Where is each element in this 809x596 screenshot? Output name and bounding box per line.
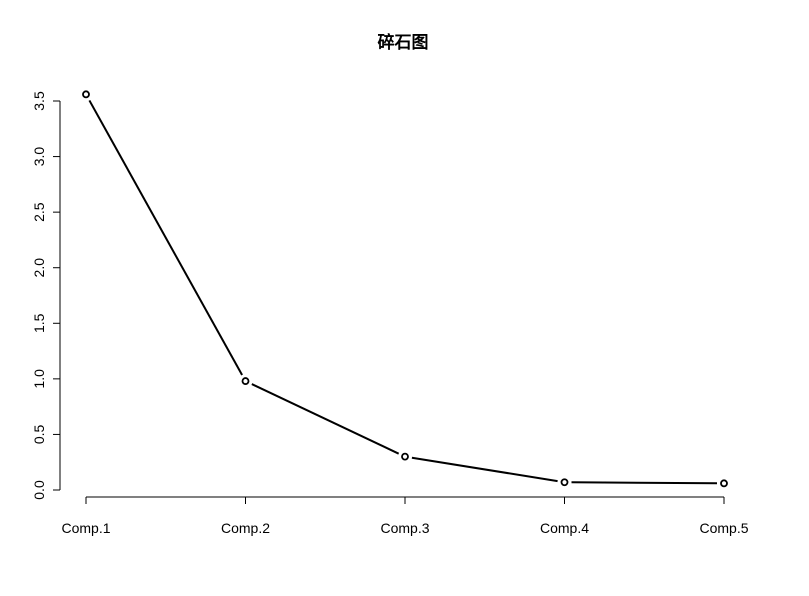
x-tick-label: Comp.2 — [221, 520, 270, 536]
series-line-segment — [88, 99, 243, 376]
y-axis: 0.0 0.5 1.0 1.5 2.0 2.5 3.0 3.5 — [31, 91, 61, 500]
series-line-segment — [571, 481, 718, 485]
data-point — [720, 479, 728, 488]
x-axis: Comp.1 Comp.2 Comp.3 Comp.4 Comp.5 — [61, 496, 749, 536]
data-point — [401, 452, 409, 461]
chart-title: 碎石图 — [378, 32, 429, 53]
y-tick-label: 0.5 — [31, 424, 47, 444]
series-layer — [82, 90, 728, 488]
x-tick-label: Comp.3 — [380, 520, 429, 536]
series-line-segment — [251, 383, 400, 455]
x-tick-label: Comp.4 — [540, 520, 589, 536]
data-point — [560, 478, 569, 487]
data-point — [82, 90, 90, 99]
x-tick-label: Comp.1 — [61, 520, 110, 536]
y-tick-label: 1.0 — [31, 369, 47, 389]
y-tick-label: 3.0 — [31, 147, 47, 167]
y-tick-label: 1.5 — [31, 313, 47, 333]
x-tick-label: Comp.5 — [699, 520, 748, 536]
y-tick-label: 2.5 — [31, 202, 47, 222]
y-tick-label: 0.0 — [31, 480, 47, 500]
y-tick-label: 3.5 — [31, 91, 47, 111]
y-tick-label: 2.0 — [31, 258, 47, 278]
series-line-segment — [411, 456, 558, 483]
data-point — [241, 377, 250, 385]
